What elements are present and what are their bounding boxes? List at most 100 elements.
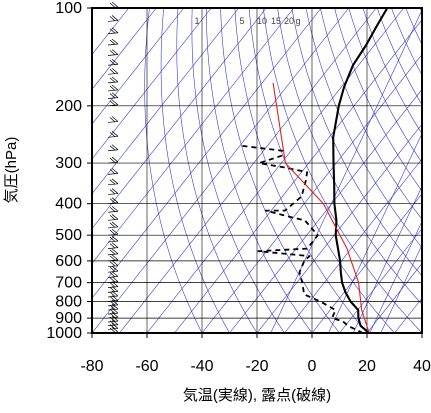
wind-barb <box>108 59 118 65</box>
wind-barb-shaft <box>108 325 118 326</box>
wind-barb-feather <box>112 255 118 260</box>
mixing-ratio-label: 15 <box>271 16 281 26</box>
y-tick-label: 600 <box>55 253 82 270</box>
dry-adiabat-line <box>349 8 431 333</box>
dry-adiabat-line <box>335 8 431 333</box>
wind-barb <box>108 323 118 329</box>
wind-barb-feather <box>112 206 118 211</box>
wind-barb-feather <box>112 2 118 7</box>
x-tick-label: -40 <box>190 358 213 375</box>
dry-adiabat-line <box>145 8 202 333</box>
wind-barb <box>108 189 118 195</box>
isotherm-line <box>120 8 377 333</box>
y-tick-label: 500 <box>55 227 82 244</box>
wind-barb-shaft <box>108 90 118 91</box>
wind-barb-feather <box>112 68 118 73</box>
wind-barb-shaft <box>108 184 118 185</box>
mixing-ratio-label: 5 <box>239 16 244 26</box>
wind-barb-shaft <box>108 271 118 272</box>
wind-barb-shaft <box>108 98 118 99</box>
y-tick-label: 400 <box>55 196 82 213</box>
wind-barb <box>108 100 118 106</box>
wind-barb-shaft <box>108 254 118 255</box>
wind-barb-shaft <box>108 277 118 278</box>
wind-barb-shaft <box>108 309 118 310</box>
wind-barb-feather <box>112 222 118 227</box>
wind-barb-feather <box>112 15 118 20</box>
wind-barb <box>108 206 118 212</box>
x-tick-label: -60 <box>135 358 158 375</box>
wind-barb-feather <box>112 236 118 241</box>
isotherm-line <box>65 8 322 333</box>
dry-adiabat-line <box>292 8 431 333</box>
wind-barb-shaft <box>108 248 118 249</box>
dry-adiabat-line <box>161 8 229 333</box>
wind-barb-shaft <box>108 313 118 314</box>
y-tick-label: 300 <box>55 155 82 172</box>
wind-barb-shaft <box>108 266 118 267</box>
wind-barb-shaft <box>108 328 118 329</box>
wind-barb-shaft <box>108 291 118 292</box>
wind-barb-feather <box>112 116 118 121</box>
wind-barb-feather <box>112 277 118 282</box>
wind-barb <box>108 255 118 261</box>
mixing-ratio-label: 10 <box>257 16 267 26</box>
wind-barb-shaft <box>108 33 118 34</box>
x-tick-label: 0 <box>308 358 317 375</box>
dry-adiabat-line <box>206 8 312 333</box>
wind-barb-feather <box>112 189 118 194</box>
wind-barb <box>108 214 118 220</box>
y-tick-label: 1000 <box>46 325 82 342</box>
wind-barb-feather <box>112 100 118 105</box>
wind-barb <box>108 222 118 228</box>
wind-barb-feather <box>112 157 118 162</box>
wind-barb-shaft <box>108 73 118 74</box>
wind-barb-shaft <box>108 211 118 212</box>
isotherm-line <box>422 8 431 333</box>
wind-barb-shaft <box>108 287 118 288</box>
wind-barb-shaft <box>108 121 118 122</box>
wind-barb <box>108 272 118 278</box>
x-tick-label: 40 <box>413 358 431 375</box>
wind-barb-shaft <box>108 219 118 220</box>
wind-barb <box>108 249 118 255</box>
wind-barb-feather <box>112 243 118 248</box>
wind-barb-feather <box>112 261 118 266</box>
y-tick-label: 800 <box>55 294 82 311</box>
dry-adiabat-line <box>192 8 285 333</box>
mixing-ratio-label: 1 <box>194 16 199 26</box>
wind-barb-shaft <box>108 20 118 21</box>
wind-barb-feather <box>112 77 118 82</box>
wind-barb <box>108 157 118 163</box>
mixing-ratio-label: g <box>295 16 300 26</box>
x-tick-label: -80 <box>80 358 103 375</box>
wind-barb-shaft <box>108 82 118 83</box>
isotherm-line <box>92 8 349 333</box>
y-tick-label: 700 <box>55 275 82 292</box>
mixing-ratio-label: 20 <box>284 16 294 26</box>
wind-barb-feather <box>112 214 118 219</box>
y-tick-label: 100 <box>55 0 82 17</box>
wind-barb <box>108 261 118 267</box>
wind-barb-shaft <box>108 44 118 45</box>
wind-barb <box>108 15 118 21</box>
y-tick-label: 200 <box>55 98 82 115</box>
wind-barb-feather <box>112 28 118 33</box>
x-axis-label: 気温(実線), 露点(破線) <box>183 387 331 404</box>
wind-barb-shaft <box>108 54 118 55</box>
wind-barb-shaft <box>108 150 118 151</box>
wind-barb-feather <box>112 49 118 54</box>
x-tick-label: -20 <box>245 358 268 375</box>
wind-barb <box>108 198 118 204</box>
wind-barb-feather <box>112 179 118 184</box>
wind-barb-shaft <box>108 305 118 306</box>
pressure-grid <box>92 8 422 333</box>
isotherm-line <box>10 8 267 333</box>
wind-barb-shaft <box>108 321 118 322</box>
wind-barb-shaft <box>108 173 118 174</box>
wind-barb <box>108 116 118 122</box>
wind-barb-feather <box>112 131 118 136</box>
wind-barb-shaft <box>108 227 118 228</box>
wind-barb <box>108 39 118 45</box>
